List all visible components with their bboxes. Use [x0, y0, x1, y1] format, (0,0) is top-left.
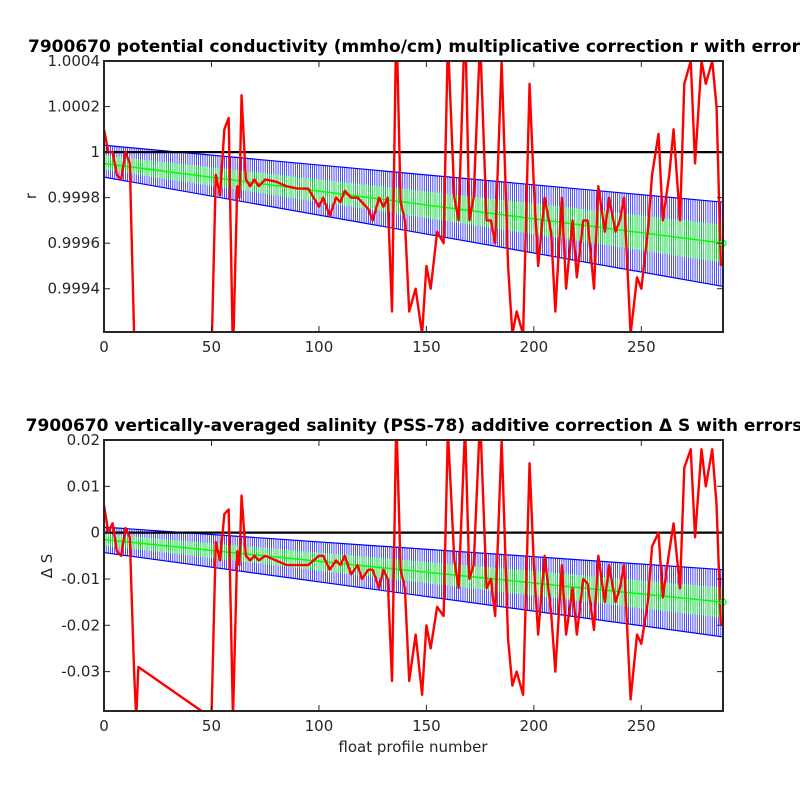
- axes-box: [103, 439, 724, 712]
- y-tick-label: 1: [90, 143, 100, 161]
- y-axis-label-r: r: [22, 192, 40, 199]
- y-tick-label: 0.9994: [48, 280, 101, 298]
- fit-error-bars: [104, 533, 723, 618]
- x-tick-label: 150: [412, 338, 441, 356]
- x-tick-label: 0: [99, 338, 109, 356]
- y-tick-label: 1.0004: [48, 52, 101, 70]
- chart-title-conductivity: 7900670 potential conductivity (mmho/cm)…: [28, 37, 800, 57]
- y-tick-label: -0.03: [61, 663, 100, 681]
- raw-correction-line: [104, 61, 723, 332]
- x-axis-label: float profile number: [338, 738, 488, 756]
- panel-salinity-correction: 7900670 vertically-averaged salinity (PS…: [26, 416, 800, 756]
- y-tick-label: -0.01: [61, 570, 100, 588]
- error-lower-line: [104, 176, 723, 288]
- chart-title-salinity: 7900670 vertically-averaged salinity (PS…: [26, 416, 800, 436]
- x-tick-label: 100: [305, 338, 334, 356]
- y-tick-label: 0: [90, 524, 100, 542]
- x-tick-label: 200: [520, 717, 549, 735]
- x-tick-label: 50: [202, 338, 221, 356]
- x-tick-label: 0: [99, 717, 109, 735]
- raw-correction-line: [104, 440, 723, 711]
- panel-conductivity-correction: 7900670 potential conductivity (mmho/cm)…: [22, 37, 800, 356]
- axes-box: [103, 60, 724, 333]
- error-upper-line: [104, 526, 723, 571]
- fit-error-bars: [104, 155, 723, 263]
- error-upper-line: [104, 144, 723, 203]
- y-tick-label: 0.02: [67, 431, 100, 449]
- x-tick-label: 250: [627, 717, 656, 735]
- x-tick-label: 250: [627, 338, 656, 356]
- y-tick-label: -0.02: [61, 616, 100, 634]
- y-tick-label: 1.0002: [48, 98, 101, 116]
- error-bars: [104, 527, 723, 637]
- y-axis-label-delta-s: Δ S: [38, 554, 56, 579]
- y-tick-label: 0.9996: [48, 234, 101, 252]
- plot-area-conductivity: 0 50 100 150 200 250 0.9994 0.9996 0.9998 1 1.0002…: [48, 52, 727, 356]
- error-lower-line: [104, 551, 723, 638]
- plot-area-salinity: 0 50 100 150 200 250 -0.03 -0.02 -0.01 0 0.01 0.02: [61, 431, 727, 735]
- x-tick-label: 200: [520, 338, 549, 356]
- x-tick-label: 100: [305, 717, 334, 735]
- y-tick-label: 0.9998: [48, 189, 101, 207]
- x-tick-label: 50: [202, 717, 221, 735]
- x-tick-label: 150: [412, 717, 441, 735]
- y-tick-label: 0.01: [67, 477, 100, 495]
- fit-line: [104, 162, 723, 244]
